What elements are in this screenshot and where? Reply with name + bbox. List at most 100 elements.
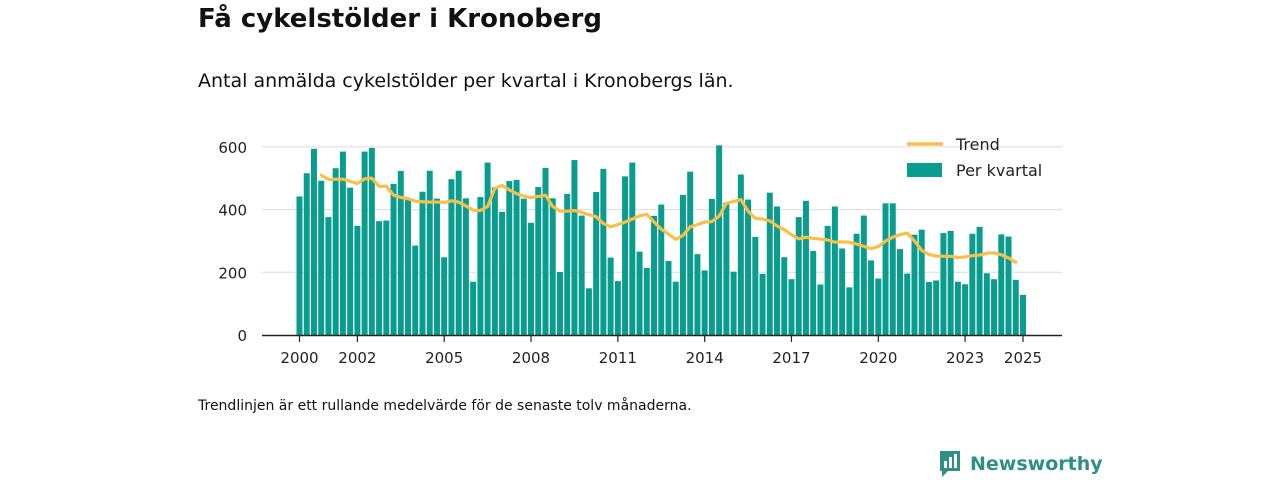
bar xyxy=(889,203,896,335)
bar xyxy=(723,202,730,335)
bar xyxy=(448,179,455,335)
bar xyxy=(441,257,448,335)
x-tick-label: 2014 xyxy=(686,349,724,367)
bar xyxy=(542,167,549,335)
bar xyxy=(499,211,506,335)
chart-subtitle: Antal anmälda cykelstölder per kvartal i… xyxy=(198,70,734,92)
bar xyxy=(296,196,303,335)
bar xyxy=(774,206,781,335)
bar xyxy=(651,215,658,335)
bar xyxy=(332,168,339,335)
bar xyxy=(1012,279,1019,335)
bar xyxy=(730,271,737,335)
bar xyxy=(860,215,867,335)
bar xyxy=(354,225,361,335)
bar xyxy=(433,198,440,335)
bar xyxy=(853,233,860,335)
bar xyxy=(390,183,397,335)
y-tick-label: 200 xyxy=(218,264,247,282)
bar xyxy=(477,197,484,335)
x-tick-label: 2000 xyxy=(280,349,318,367)
x-tick-label: 2005 xyxy=(425,349,463,367)
bar xyxy=(658,204,665,335)
bar xyxy=(1005,236,1012,335)
legend-bar-swatch xyxy=(907,163,942,177)
x-tick-label: 2020 xyxy=(859,349,897,367)
bar xyxy=(940,233,947,335)
bar xyxy=(737,174,744,335)
bar xyxy=(839,248,846,335)
x-tick-label: 2025 xyxy=(1004,349,1042,367)
x-tick-label: 2023 xyxy=(946,349,984,367)
bar xyxy=(455,170,462,335)
bar xyxy=(904,273,911,335)
bar xyxy=(831,206,838,335)
bar xyxy=(962,284,969,335)
bar xyxy=(687,171,694,335)
bar xyxy=(419,191,426,335)
legend-bar-label: Per kvartal xyxy=(956,161,1042,180)
bar xyxy=(766,192,773,335)
bar xyxy=(491,187,498,335)
bar xyxy=(361,151,368,335)
bar xyxy=(462,198,469,335)
bar xyxy=(1020,294,1026,335)
bar xyxy=(643,267,650,335)
bar xyxy=(911,234,918,335)
bar xyxy=(506,181,513,335)
bar-chart-icon xyxy=(940,451,960,477)
brand-logo[interactable]: Newsworthy xyxy=(938,450,1103,478)
brand-name: Newsworthy xyxy=(970,453,1103,475)
bar xyxy=(708,198,715,335)
bar xyxy=(636,251,643,335)
bar xyxy=(578,215,585,335)
bar xyxy=(368,147,375,335)
bar xyxy=(679,194,686,335)
bar xyxy=(954,281,961,335)
bar xyxy=(484,162,491,335)
bar xyxy=(759,273,766,335)
x-tick-label: 2011 xyxy=(599,349,637,367)
bar xyxy=(376,221,383,335)
bar xyxy=(875,278,882,335)
bar xyxy=(694,254,701,335)
footnote: Trendlinjen är ett rullande medelvärde f… xyxy=(198,398,692,414)
y-tick-label: 600 xyxy=(218,139,247,157)
bar xyxy=(998,234,1005,335)
bar xyxy=(781,257,788,335)
bar xyxy=(339,151,346,335)
bar xyxy=(918,229,925,335)
bar xyxy=(470,281,477,335)
x-axis-ticks: 2000 2002 2005 2008 2011 2014 2017 2020 2023 2025 xyxy=(280,335,1042,367)
bar xyxy=(701,270,708,335)
bar xyxy=(593,192,600,335)
bar xyxy=(817,284,824,335)
bar xyxy=(412,245,419,335)
bar xyxy=(824,225,831,335)
bar xyxy=(925,282,932,335)
x-tick-label: 2002 xyxy=(338,349,376,367)
bar xyxy=(397,171,404,335)
bar xyxy=(810,250,817,335)
bar xyxy=(933,280,940,335)
legend-trend-label: Trend xyxy=(955,135,1000,154)
bars xyxy=(296,145,1026,335)
x-tick-label: 2008 xyxy=(512,349,550,367)
bar xyxy=(549,198,556,335)
bar xyxy=(347,187,354,335)
bar xyxy=(716,145,723,335)
bar xyxy=(426,170,433,335)
bar xyxy=(303,173,310,335)
bar xyxy=(672,281,679,335)
bar xyxy=(325,217,332,335)
bar xyxy=(622,176,629,335)
y-axis-ticks: 0 200 400 600 xyxy=(218,139,247,345)
bar xyxy=(897,249,903,335)
y-tick-label: 400 xyxy=(218,202,247,220)
bar xyxy=(585,288,592,335)
bar xyxy=(405,198,412,335)
bar xyxy=(846,287,853,335)
bar xyxy=(665,261,672,335)
bar xyxy=(991,279,998,335)
